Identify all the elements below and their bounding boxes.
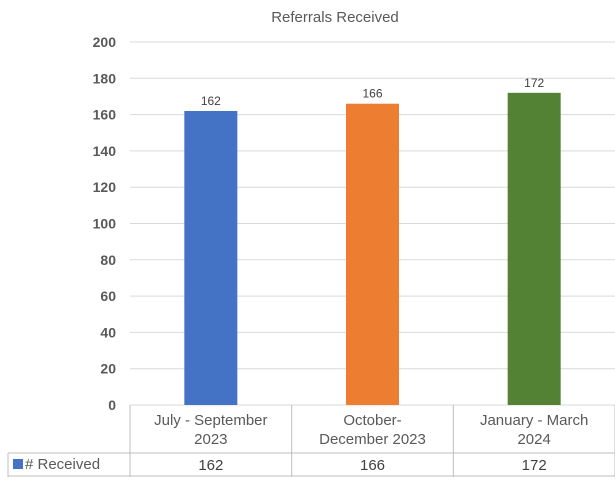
y-tick-label-80: 80 (100, 252, 116, 268)
x-category-label-3: January - March 2024 (480, 412, 588, 448)
y-tick-label-0: 0 (108, 397, 116, 413)
table-value-2: 166 (360, 457, 385, 474)
data-label-2: 166 (362, 87, 382, 101)
data-labels: 162 166 172 (201, 76, 545, 108)
data-label-1: 162 (201, 94, 221, 108)
legend-label: # Received (25, 456, 100, 473)
bars (184, 92, 561, 406)
y-tick-label-200: 200 (93, 34, 117, 50)
bar-1 (184, 110, 238, 405)
y-tick-label-120: 120 (93, 179, 117, 195)
chart-title: Referrals Received (271, 9, 399, 26)
x-category-label-1: July - September 2023 (154, 412, 267, 448)
y-tick-label-20: 20 (100, 361, 116, 377)
data-table: July - September 2023 October-December 202… (7, 405, 615, 477)
bar-3 (507, 92, 561, 405)
y-tick-label-100: 100 (93, 216, 117, 232)
bar-2 (346, 103, 399, 406)
table-value-3: 172 (522, 457, 547, 474)
y-tick-label-180: 180 (93, 70, 117, 86)
table-value-1: 162 (198, 457, 223, 474)
x-category-label-2: October-December 2023 (319, 412, 426, 448)
y-axis-ticks: 0 20 40 60 80 100 120 140 160 180 200 (93, 34, 117, 413)
y-tick-label-60: 60 (100, 288, 116, 304)
y-tick-label-140: 140 (93, 143, 117, 159)
data-label-3: 172 (524, 76, 544, 90)
legend-key (13, 459, 23, 469)
y-tick-label-40: 40 (100, 324, 116, 340)
y-tick-label-160: 160 (93, 107, 117, 123)
